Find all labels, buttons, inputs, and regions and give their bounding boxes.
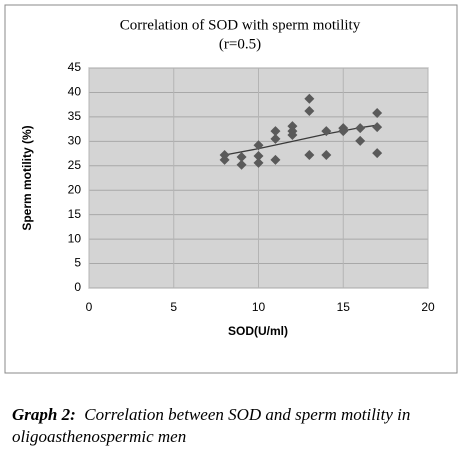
point: [270, 133, 281, 144]
y-tick-label: 35: [68, 109, 82, 123]
caption: Graph 2: Correlation between SOD and spe…: [12, 404, 462, 448]
x-tick-label: 5: [170, 300, 177, 314]
point: [355, 135, 366, 146]
caption-text: Correlation between SOD and sperm motili…: [12, 405, 411, 446]
y-tick-label: 20: [68, 182, 82, 196]
y-tick-label: 30: [68, 134, 82, 148]
y-tick-label: 15: [68, 207, 82, 221]
point: [253, 157, 264, 168]
y-tick-label: 25: [68, 158, 82, 172]
point: [270, 154, 281, 165]
y-axis-label: Sperm motility (%): [20, 125, 34, 230]
point: [236, 151, 247, 162]
point: [270, 126, 281, 137]
point: [321, 150, 332, 161]
y-tick-label: 5: [74, 256, 81, 270]
point: [253, 140, 264, 151]
x-tick-label: 15: [337, 300, 351, 314]
point: [304, 150, 315, 161]
y-tick-label: 40: [68, 85, 82, 99]
x-tick-label: 20: [421, 300, 435, 314]
point: [338, 126, 349, 137]
x-tick-label: 0: [86, 300, 93, 314]
point: [372, 148, 383, 159]
chart-subtitle: (r=0.5): [219, 36, 261, 52]
point: [236, 159, 247, 170]
point: [321, 126, 332, 137]
point: [304, 93, 315, 104]
point: [372, 122, 383, 133]
x-axis-label: SOD(U/ml): [228, 324, 288, 338]
point: [304, 106, 315, 117]
point: [372, 107, 383, 118]
point: [253, 151, 264, 161]
point: [219, 154, 230, 165]
point: [355, 123, 366, 134]
point: [287, 129, 298, 140]
y-tick-label: 0: [74, 280, 81, 294]
y-tick-label: 10: [68, 231, 82, 245]
y-tick-label: 45: [68, 60, 82, 74]
chart-title: Correlation of SOD with sperm motility: [120, 17, 361, 33]
caption-label: Graph 2:: [12, 405, 76, 424]
x-tick-label: 10: [252, 300, 266, 314]
chart: Correlation of SOD with sperm motility (…: [4, 4, 458, 374]
